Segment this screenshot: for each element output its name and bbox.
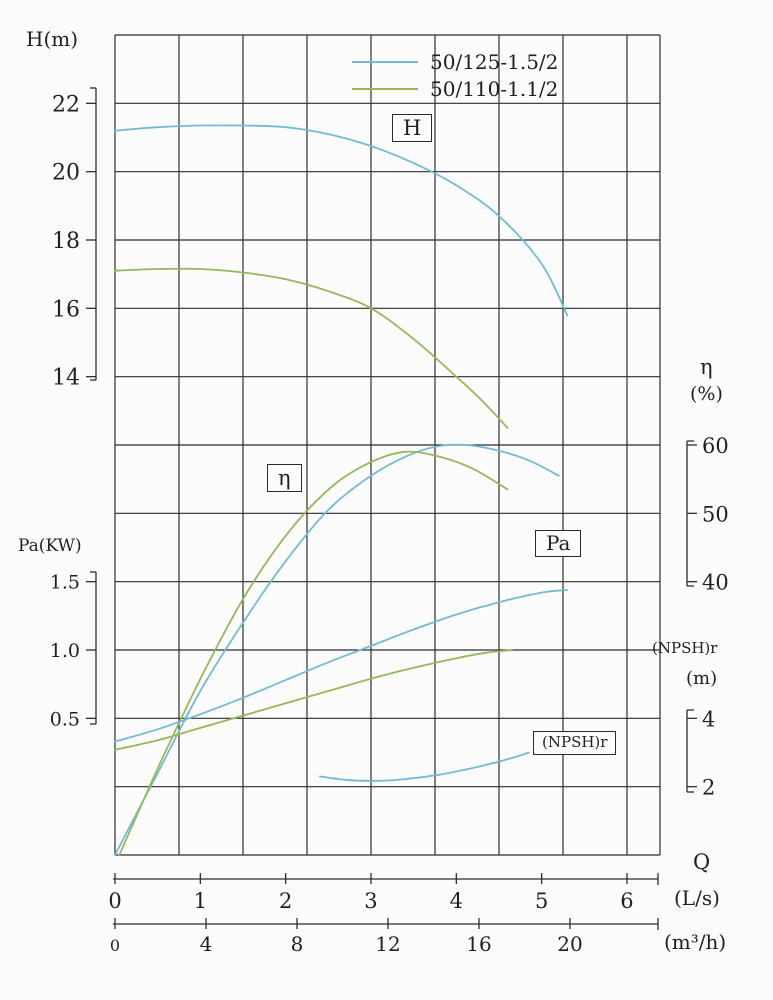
x-axis-unit-ls: (L/s) [674, 886, 720, 910]
pa-curve-label-box: Pa [535, 530, 582, 557]
h-axis-title: H(m) [26, 27, 79, 51]
m3h-tick-label: 12 [375, 932, 400, 956]
legend-label-50-125: 50/125-1.5/2 [430, 50, 559, 74]
eta-tick-label: 40 [702, 571, 729, 595]
curve-eta-50-125-1.5-2 [114, 443, 560, 856]
curve-H-50-125-1.5-2 [114, 124, 569, 317]
pa-tick-label: 0.5 [50, 708, 80, 730]
pa-axis-title: Pa(KW) [18, 536, 82, 556]
grid-layer [114, 34, 661, 856]
m3h-tick-label: 20 [557, 932, 582, 956]
h-tick-label: 14 [52, 366, 80, 391]
npsh-axis-unit: (m) [686, 668, 718, 689]
h-tick-label: 20 [52, 161, 80, 186]
h-tick-label: 16 [52, 297, 80, 322]
curve-Pa-50-110-1.1-2 [114, 649, 513, 751]
ls-tick-label: 3 [364, 889, 377, 913]
legend-item-50-125: 50/125-1.5/2 [352, 50, 559, 74]
eta-axis-title: η [700, 355, 713, 379]
legend-label-50-110: 50/110-1.1/2 [430, 77, 559, 101]
legend-line-blue-icon [352, 61, 418, 63]
ls-tick-label: 6 [620, 889, 633, 913]
pa-tick-label: 1.0 [50, 640, 80, 662]
curve-eta-50-110-1.1-2 [118, 450, 509, 856]
eta-axis-unit: (%) [690, 383, 723, 405]
npsh-curve-label-box: (NPSH)r [533, 731, 617, 755]
x-axis-title: Q [693, 850, 711, 874]
h-tick-label: 22 [52, 92, 80, 117]
pa-tick-label: 1.5 [50, 572, 80, 594]
npsh-axis-title: (NPSH)r [652, 639, 718, 657]
h-curve-label-box: H [392, 114, 433, 143]
ls-tick-label: 1 [194, 889, 207, 913]
ls-tick-label: 2 [279, 889, 292, 913]
legend-line-green-icon [352, 88, 418, 90]
legend-item-50-110: 50/110-1.1/2 [352, 77, 559, 101]
ls-tick-label: 5 [535, 889, 548, 913]
eta-tick-label: 60 [702, 434, 729, 458]
npsh-tick-label: 4 [702, 707, 715, 731]
m3h-tick-label: 16 [466, 932, 491, 956]
ls-tick-label: 4 [450, 889, 463, 913]
m3h-tick-label: 4 [200, 932, 213, 956]
m3h-tick-label: 8 [291, 932, 304, 956]
curve-NPSHr-50-125-1.5-2 [318, 751, 530, 782]
axis-scale-layer [86, 87, 697, 930]
x-axis-unit-m3h: (m³/h) [664, 930, 727, 954]
h-tick-label: 18 [52, 229, 80, 254]
eta-curve-label-box: η [267, 464, 302, 493]
curve-Pa-50-125-1.5-2 [114, 589, 569, 743]
eta-tick-label: 50 [702, 502, 729, 526]
npsh-tick-label: 2 [702, 776, 715, 800]
m3h-tick-label: 0 [110, 936, 120, 955]
curve-H-50-110-1.1-2 [114, 267, 509, 429]
ls-tick-label: 0 [108, 889, 121, 913]
curves-layer [114, 124, 569, 856]
